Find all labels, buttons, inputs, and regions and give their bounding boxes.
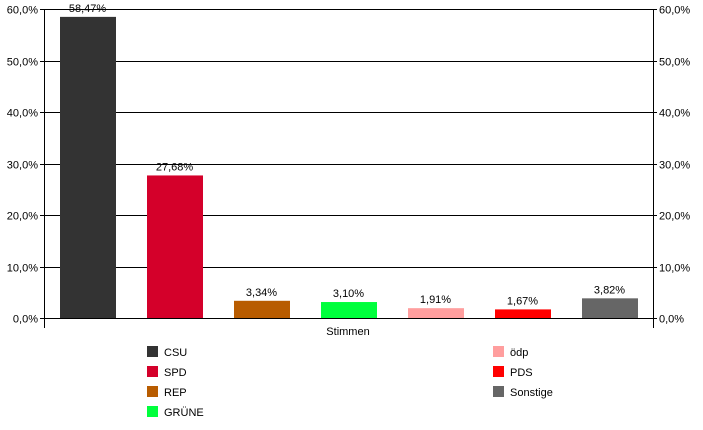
left-tick-label: 20,0% [7,211,38,223]
legend-swatch-0 [147,346,158,357]
legend-label-3: GRÜNE [164,407,204,419]
bar-6 [582,298,638,318]
legend-label-5: PDS [510,367,533,379]
left-tick-label: 60,0% [7,5,38,17]
left-tick-label: 0,0% [13,314,38,326]
right-tick-label: 60,0% [659,5,690,17]
left-axis-ticks: 0,0% 10,0% 20,0% 30,0% 40,0% 50,0% 60,0% [7,5,44,326]
bars [60,16,638,319]
legend: CSU SPD REP GRÜNE ödp PDS Sonstige [147,346,553,419]
right-tick-label: 30,0% [659,160,690,172]
left-tick-label: 10,0% [7,263,38,275]
right-tick-label: 10,0% [659,263,690,275]
data-label-2: 3,34% [246,287,277,299]
legend-swatch-3 [147,406,158,417]
legend-swatch-2 [147,386,158,397]
legend-label-2: REP [164,387,187,399]
right-tick-label: 0,0% [659,314,684,326]
bar-1 [147,175,203,318]
legend-label-6: Sonstige [510,387,553,399]
left-tick-label: 50,0% [7,57,38,69]
legend-swatch-1 [147,366,158,377]
bar-2 [234,300,290,318]
bar-4 [408,308,464,318]
legend-swatch-4 [493,346,504,357]
data-label-0: 58,47% [69,3,107,15]
data-label-6: 3,82% [594,284,625,296]
right-axis-ticks: 0,0% 10,0% 20,0% 30,0% 40,0% 50,0% 60,0% [653,5,690,326]
gridlines [44,9,653,268]
data-label-5: 1,67% [507,295,538,307]
legend-label-4: ödp [510,347,528,359]
legend-swatch-6 [493,386,504,397]
legend-label-1: SPD [164,367,187,379]
right-tick-label: 50,0% [659,57,690,69]
bar-5 [495,309,551,318]
bar-0 [60,16,116,319]
data-label-1: 27,68% [156,161,194,173]
legend-swatch-5 [493,366,504,377]
x-axis-label: Stimmen [326,326,369,338]
axes [44,9,654,328]
right-tick-label: 20,0% [659,211,690,223]
left-tick-label: 30,0% [7,160,38,172]
left-tick-label: 40,0% [7,108,38,120]
legend-label-0: CSU [164,347,187,359]
data-label-3: 3,10% [333,288,364,300]
data-label-4: 1,91% [420,294,451,306]
bar-3 [321,302,377,318]
right-tick-label: 40,0% [659,108,690,120]
data-labels: 58,47% 27,68% 3,34% 3,10% 1,91% 1,67% 3,82% [69,3,625,308]
